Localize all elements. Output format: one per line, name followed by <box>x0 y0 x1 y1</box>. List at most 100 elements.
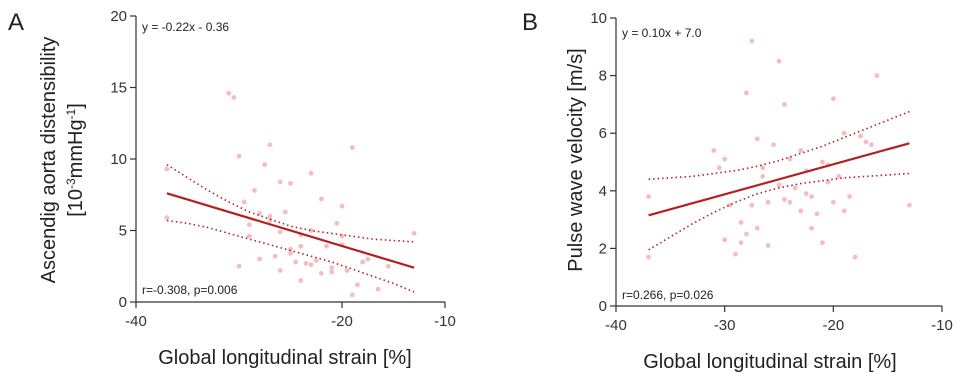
y-tick-label: 15 <box>110 80 127 97</box>
data-point <box>345 268 350 273</box>
data-point <box>340 204 345 209</box>
panel-a-points <box>165 91 417 297</box>
data-point <box>278 268 283 273</box>
data-point <box>646 255 651 260</box>
panel-a-regression-line <box>167 193 414 267</box>
data-point <box>820 240 825 245</box>
data-point <box>412 231 417 236</box>
data-point <box>376 287 381 292</box>
data-point <box>319 271 324 276</box>
data-point <box>853 255 858 260</box>
data-point <box>777 59 782 64</box>
data-point <box>237 154 242 159</box>
panel-a-y-axis-title-line2: [10-3mmHg-1] <box>64 103 87 217</box>
panel-b-regression-line <box>649 143 910 215</box>
data-point <box>252 188 257 193</box>
data-point <box>329 265 334 270</box>
data-point <box>355 282 360 287</box>
x-tick-label: -10 <box>931 317 953 334</box>
panel-b-letter: B <box>522 9 538 36</box>
y-tick-label: 20 <box>110 8 127 25</box>
y-tick-label: 0 <box>119 294 127 311</box>
y-tick-label: 2 <box>599 240 607 257</box>
panel-b-y-axis-title: Pulse wave velocity [m/s] <box>565 48 587 271</box>
data-point <box>760 174 765 179</box>
data-point <box>278 230 283 235</box>
y-tick-label: 10 <box>590 10 607 27</box>
data-point <box>273 254 278 259</box>
y-tick-label: 8 <box>599 68 607 85</box>
data-point <box>247 234 252 239</box>
panel-b-points <box>646 39 912 260</box>
data-point <box>304 261 309 266</box>
data-point <box>744 90 749 95</box>
data-point <box>782 102 787 107</box>
data-point <box>717 165 722 170</box>
data-point <box>237 264 242 269</box>
panel-b-x-axis-title: Global longitudinal strain [%] <box>643 351 896 373</box>
data-point <box>350 145 355 150</box>
data-point <box>804 191 809 196</box>
data-point <box>268 214 273 219</box>
panel-a-y-axis-title: Ascendig aorta distensibility [10-3mmHg-… <box>38 37 87 284</box>
x-tick-label: -20 <box>331 313 353 330</box>
panel-b-x-ticks: -40 -30 -20 -10 <box>605 306 953 334</box>
data-point <box>722 157 727 162</box>
data-point <box>755 226 760 231</box>
x-tick-label: -30 <box>714 317 736 334</box>
data-point <box>739 220 744 225</box>
panel-a-y-ticks: 0 5 10 15 20 <box>110 8 136 311</box>
data-point <box>749 203 754 208</box>
y-tick-label: 0 <box>599 298 607 315</box>
data-point <box>831 200 836 205</box>
data-point <box>329 270 334 275</box>
data-point <box>242 200 247 205</box>
y-tick-label: 10 <box>110 151 127 168</box>
y-tick-label: 4 <box>599 183 607 200</box>
x-tick-label: -40 <box>125 313 147 330</box>
x-tick-label: -10 <box>434 313 456 330</box>
data-point <box>365 257 370 262</box>
panel-b-correlation: r=0.266, p=0.026 <box>622 288 714 302</box>
y-tick-label: 5 <box>119 223 127 240</box>
data-point <box>842 131 847 136</box>
data-point <box>864 139 869 144</box>
data-point <box>755 137 760 142</box>
data-point <box>288 251 293 256</box>
data-point <box>787 200 792 205</box>
data-point <box>874 73 879 78</box>
data-point <box>869 142 874 147</box>
data-point <box>298 278 303 283</box>
data-point <box>268 142 273 147</box>
data-point <box>231 95 236 100</box>
panel-a-y-axis-title-line1: Ascendig aorta distensibility <box>38 37 60 284</box>
data-point <box>722 237 727 242</box>
panel-a: A Ascendig aorta distensibility [10-3mmH… <box>8 8 456 369</box>
data-point <box>314 258 319 263</box>
data-point <box>798 148 803 153</box>
data-point <box>268 218 273 223</box>
x-tick-label: -20 <box>822 317 844 334</box>
data-point <box>831 96 836 101</box>
panel-a-x-ticks: -40 -20 -10 <box>125 302 456 330</box>
data-point <box>334 221 339 226</box>
panel-a-x-axis-title: Global longitudinal strain [%] <box>158 347 411 369</box>
data-point <box>646 194 651 199</box>
data-point <box>293 260 298 265</box>
data-point <box>226 91 231 96</box>
data-point <box>360 260 365 265</box>
data-point <box>858 134 863 139</box>
data-point <box>288 181 293 186</box>
data-point <box>798 209 803 214</box>
data-point <box>262 162 267 167</box>
data-point <box>771 142 776 147</box>
data-point <box>766 243 771 248</box>
data-point <box>165 167 170 172</box>
data-point <box>324 244 329 249</box>
data-point <box>733 252 738 257</box>
data-point <box>309 262 314 267</box>
data-point <box>766 200 771 205</box>
panel-a-axes <box>136 16 445 302</box>
